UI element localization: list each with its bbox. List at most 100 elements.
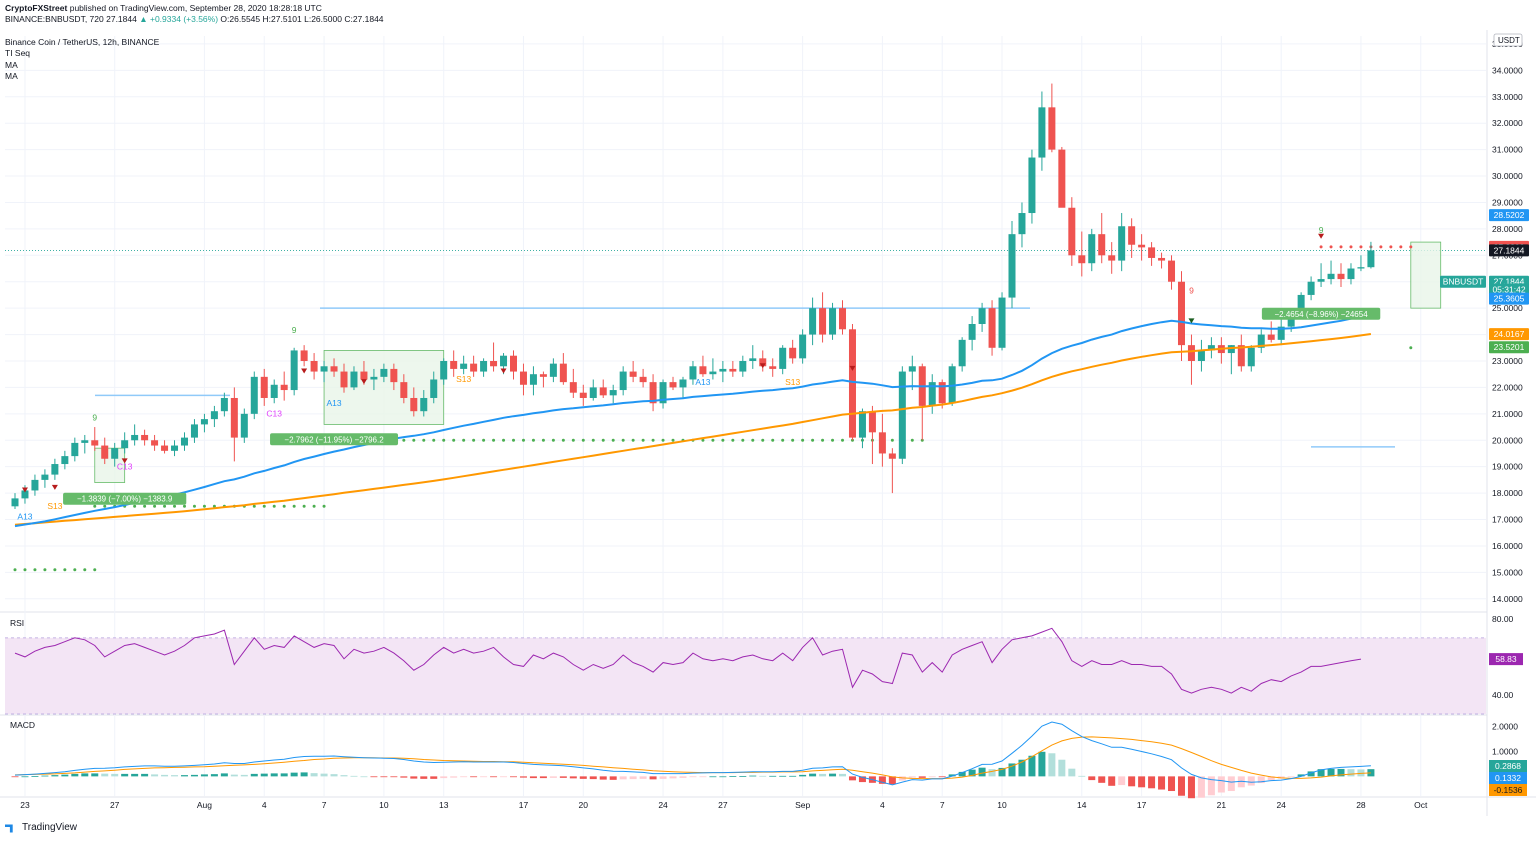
seq-resistance-dot — [1399, 245, 1403, 249]
price-axis-label-bg — [1489, 209, 1529, 222]
legend-ti-seq[interactable]: TI Seq — [5, 48, 31, 58]
seq-support-dot — [751, 438, 755, 442]
seq-support-dot — [591, 438, 595, 442]
candle-body — [260, 376, 268, 398]
candle-body — [1267, 334, 1275, 340]
candle-body — [280, 384, 288, 391]
macd-histogram-bar — [190, 774, 198, 777]
candle-body — [1177, 281, 1185, 346]
measure-label: −1.3839 (−7.00%) −1383.9 — [77, 495, 173, 504]
candle-body — [11, 498, 19, 507]
candle-body — [649, 382, 657, 404]
y-tick-label: 22.0000 — [1492, 382, 1523, 392]
candle-body — [420, 397, 428, 412]
seq-support-dot — [611, 438, 615, 442]
macd-histogram-bar — [529, 776, 537, 779]
x-tick-label: 4 — [880, 800, 885, 810]
seq-arrow-icon — [1188, 318, 1195, 324]
candle-body — [400, 382, 408, 398]
macd-histogram-bar — [200, 774, 208, 777]
macd-last-label: -0.1536 — [1494, 785, 1523, 795]
seq-support-dot — [721, 438, 725, 442]
seq-arrow-icon — [500, 368, 507, 374]
measure-label: −2.7962 (−11.95%) −2796.2 — [284, 435, 384, 444]
macd-histogram-bar — [1058, 759, 1066, 777]
legend-title[interactable]: Binance Coin / TetherUS, 12h, BINANCE — [5, 37, 160, 47]
seq-label: A13 — [17, 512, 32, 522]
y-tick-label: 29.0000 — [1492, 197, 1523, 207]
candle-body — [51, 464, 59, 475]
candle-body — [101, 445, 109, 459]
seq-support-dot — [83, 568, 87, 572]
macd-histogram-bar — [1158, 776, 1166, 790]
candle-body — [1257, 334, 1265, 348]
macd-histogram-bar — [1187, 776, 1195, 799]
macd-histogram-bar — [1197, 776, 1205, 798]
price-axis-label: 25.3605 — [1494, 294, 1525, 304]
tradingview-logo[interactable]: TradingView — [5, 822, 77, 833]
candle-body — [819, 308, 827, 335]
macd-histogram-bar — [1257, 776, 1265, 784]
macd-histogram-bar — [480, 776, 488, 778]
y-tick-label: 19.0000 — [1492, 462, 1523, 472]
candle-body — [569, 382, 577, 393]
seq-support-dot — [781, 438, 785, 442]
ma-slow-line — [14, 333, 1372, 526]
y-tick-label: 17.0000 — [1492, 515, 1523, 525]
candle-body — [998, 297, 1006, 348]
price-axis-label: 28.5202 — [1494, 210, 1525, 220]
seq-support-dot — [651, 438, 655, 442]
y-tick-label: 18.0000 — [1492, 488, 1523, 498]
macd-last-label-bg — [1489, 772, 1527, 784]
macd-histogram-bar — [101, 773, 109, 777]
seq-support-dot — [761, 438, 765, 442]
candle-body — [220, 397, 228, 412]
candle-body — [370, 376, 378, 380]
candle-body — [1138, 244, 1146, 248]
seq-label: C13 — [117, 461, 133, 471]
candle-body — [1058, 149, 1066, 208]
candle-body — [779, 347, 787, 369]
macd-histogram-bar — [679, 776, 687, 778]
candle-body — [290, 350, 298, 391]
x-tick-label: 27 — [718, 800, 728, 810]
open-value: O:26.5545 — [220, 14, 261, 24]
publish-info: published on TradingView.com, September … — [69, 3, 322, 13]
legend-ma-1[interactable]: MA — [5, 60, 18, 70]
macd-histogram-bar — [918, 776, 926, 778]
macd-histogram-bar — [938, 776, 946, 778]
x-tick-label: 17 — [519, 800, 529, 810]
macd-histogram-bar — [1138, 776, 1146, 788]
legend-ma-2[interactable]: MA — [5, 71, 18, 81]
macd-histogram-bar — [569, 776, 577, 779]
macd-histogram-bar — [390, 776, 398, 778]
seq-resistance-dot — [1339, 245, 1343, 249]
macd-histogram-bar — [928, 776, 936, 778]
seq-support-dot — [432, 438, 436, 442]
rsi-line — [14, 627, 1362, 694]
low-value: L:26.5000 — [304, 14, 342, 24]
macd-histogram-bar — [629, 776, 637, 780]
price-change: ▲ +0.9334 (+3.56%) — [139, 14, 219, 24]
candle-body — [589, 387, 597, 398]
x-tick-label: Aug — [197, 800, 212, 810]
seq-support-dot — [571, 438, 575, 442]
candle-body — [809, 308, 817, 335]
candle-body — [539, 374, 547, 377]
seq-support-dot — [831, 438, 835, 442]
macd-histogram-bar — [1337, 768, 1345, 777]
x-tick-label: 23 — [20, 800, 30, 810]
macd-histogram-bar — [250, 773, 258, 777]
macd-histogram-bar — [829, 773, 837, 777]
seq-support-dot — [272, 504, 276, 508]
y-tick-label: 15.0000 — [1492, 567, 1523, 577]
candle-body — [41, 474, 49, 480]
price-axis-label-bg — [1489, 341, 1529, 354]
macd-histogram-bar — [958, 771, 966, 777]
seq-label: A13 — [695, 377, 710, 387]
candle-body — [480, 360, 488, 372]
macd-line — [14, 721, 1371, 786]
candle-body — [500, 355, 508, 367]
publisher-name[interactable]: CryptoFXStreet — [5, 3, 68, 13]
